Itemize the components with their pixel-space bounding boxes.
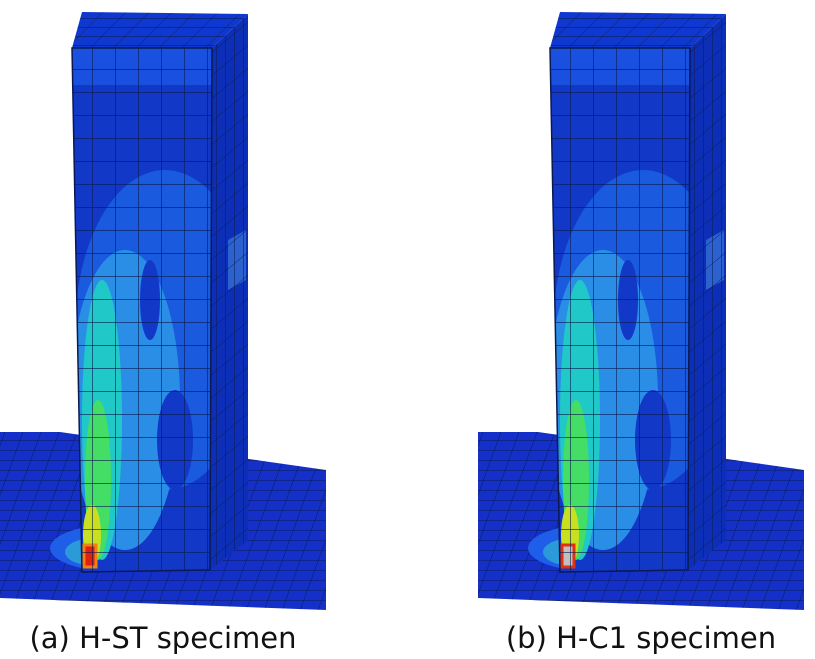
front-mesh <box>72 48 212 572</box>
top-mesh <box>72 12 248 48</box>
front-face <box>550 48 690 572</box>
front-outline <box>549 47 691 573</box>
front-face <box>72 48 212 572</box>
caption: (a) H-ST specimen <box>29 621 296 655</box>
side-mesh <box>210 14 248 570</box>
top-mesh <box>550 12 726 48</box>
side-mesh <box>688 14 726 570</box>
caption: (b) H-C1 specimen <box>506 621 776 655</box>
front-outline <box>71 47 213 573</box>
front-mesh <box>550 48 690 572</box>
specimen-panel: (b) H-C1 specimen <box>478 12 804 655</box>
specimen-panel: (a) H-ST specimen <box>0 12 326 655</box>
